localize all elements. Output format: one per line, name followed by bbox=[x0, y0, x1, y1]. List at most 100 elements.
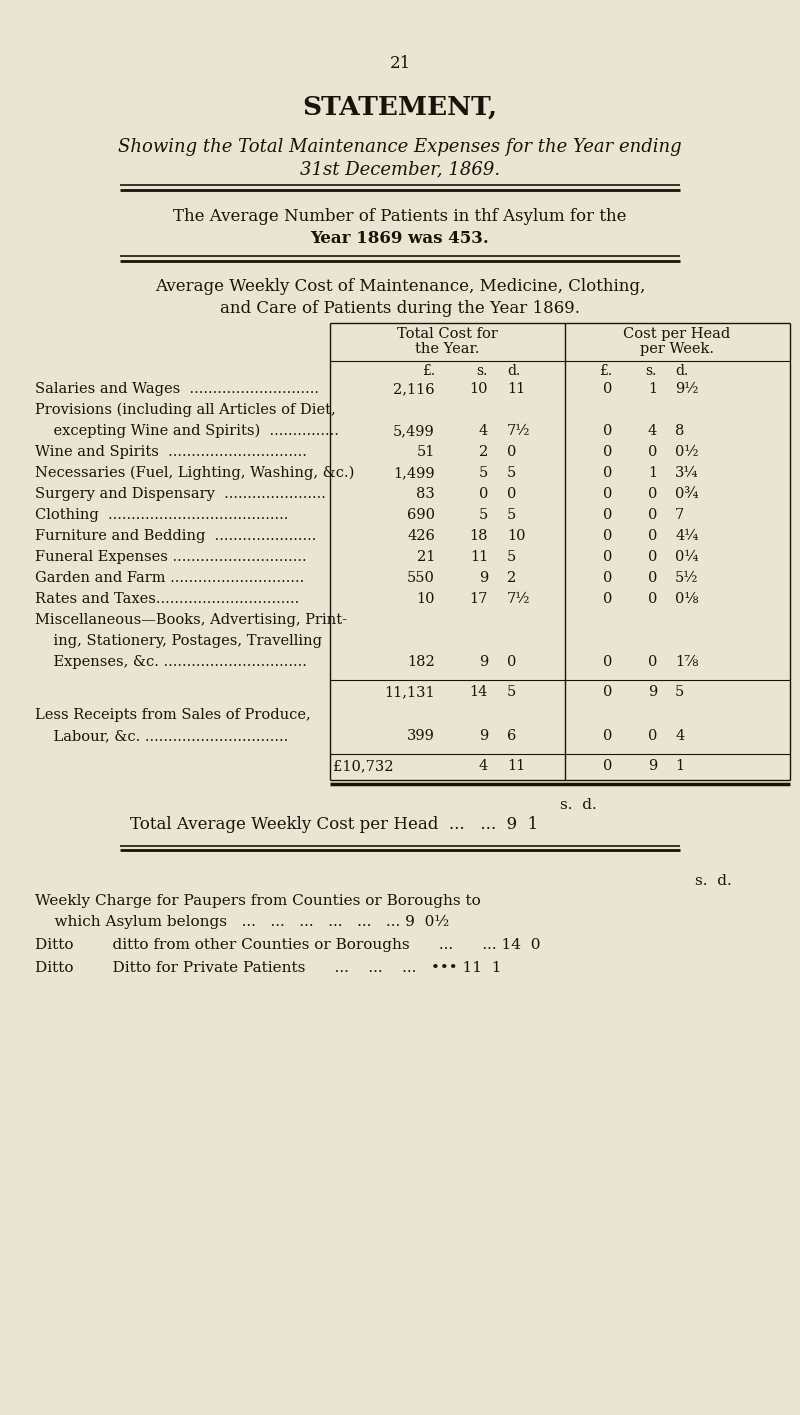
Text: 0: 0 bbox=[602, 424, 612, 439]
Text: 1: 1 bbox=[648, 382, 657, 396]
Text: 0: 0 bbox=[507, 444, 516, 458]
Text: 0: 0 bbox=[648, 655, 657, 669]
Text: 0⅛: 0⅛ bbox=[675, 591, 698, 606]
Text: 4: 4 bbox=[648, 424, 657, 439]
Text: 0: 0 bbox=[602, 572, 612, 584]
Text: Salaries and Wages  ............................: Salaries and Wages .....................… bbox=[35, 382, 319, 396]
Text: 0: 0 bbox=[602, 487, 612, 501]
Text: 0: 0 bbox=[602, 685, 612, 699]
Text: Showing the Total Maintenance Expenses for the Year ending: Showing the Total Maintenance Expenses f… bbox=[118, 139, 682, 156]
Text: s.  d.: s. d. bbox=[695, 874, 732, 889]
Text: 10: 10 bbox=[507, 529, 526, 543]
Text: 5½: 5½ bbox=[675, 572, 698, 584]
Text: 6: 6 bbox=[507, 729, 516, 743]
Text: 1,499: 1,499 bbox=[394, 466, 435, 480]
Text: 11: 11 bbox=[507, 382, 526, 396]
Text: £10,732: £10,732 bbox=[333, 758, 394, 773]
Text: Labour, &c. ...............................: Labour, &c. ............................… bbox=[35, 729, 288, 743]
Text: the Year.: the Year. bbox=[414, 342, 479, 357]
Text: 14: 14 bbox=[470, 685, 488, 699]
Text: 0: 0 bbox=[602, 382, 612, 396]
Text: 9½: 9½ bbox=[675, 382, 698, 396]
Text: 426: 426 bbox=[407, 529, 435, 543]
Text: 11,131: 11,131 bbox=[384, 685, 435, 699]
Text: 4: 4 bbox=[675, 729, 684, 743]
Text: 0: 0 bbox=[507, 655, 516, 669]
Text: d.: d. bbox=[675, 364, 688, 378]
Text: 5: 5 bbox=[675, 685, 684, 699]
Text: and Care of Patients during the Year 1869.: and Care of Patients during the Year 186… bbox=[220, 300, 580, 317]
Text: Furniture and Bedding  ......................: Furniture and Bedding ..................… bbox=[35, 529, 316, 543]
Text: 182: 182 bbox=[407, 655, 435, 669]
Text: 0: 0 bbox=[648, 572, 657, 584]
Text: Total Average Weekly Cost per Head  ...   ...  9  1: Total Average Weekly Cost per Head ... .… bbox=[130, 816, 538, 833]
Text: 51: 51 bbox=[417, 444, 435, 458]
Text: 0: 0 bbox=[602, 550, 612, 565]
Text: 2: 2 bbox=[478, 444, 488, 458]
Text: Total Cost for: Total Cost for bbox=[397, 327, 498, 341]
Text: Clothing  .......................................: Clothing ...............................… bbox=[35, 508, 288, 522]
Text: Weekly Charge for Paupers from Counties or Boroughs to: Weekly Charge for Paupers from Counties … bbox=[35, 894, 481, 908]
Text: Wine and Spirits  ..............................: Wine and Spirits .......................… bbox=[35, 444, 307, 458]
Text: 5: 5 bbox=[478, 508, 488, 522]
Text: s.  d.: s. d. bbox=[560, 798, 597, 812]
Text: Provisions (including all Articles of Diet,: Provisions (including all Articles of Di… bbox=[35, 403, 336, 417]
Text: 2,116: 2,116 bbox=[394, 382, 435, 396]
Text: 21: 21 bbox=[417, 550, 435, 565]
Text: £.: £. bbox=[422, 364, 435, 378]
Text: ing, Stationery, Postages, Travelling: ing, Stationery, Postages, Travelling bbox=[35, 634, 322, 648]
Text: per Week.: per Week. bbox=[640, 342, 714, 357]
Text: Necessaries (Fuel, Lighting, Washing, &c.): Necessaries (Fuel, Lighting, Washing, &c… bbox=[35, 466, 354, 480]
Text: 11: 11 bbox=[507, 758, 526, 773]
Text: 0½: 0½ bbox=[675, 444, 698, 458]
Text: 0: 0 bbox=[602, 529, 612, 543]
Text: £.: £. bbox=[599, 364, 612, 378]
Text: 0: 0 bbox=[602, 758, 612, 773]
Text: 0: 0 bbox=[602, 508, 612, 522]
Text: s.: s. bbox=[646, 364, 657, 378]
Text: 9: 9 bbox=[478, 729, 488, 743]
Text: 5: 5 bbox=[507, 508, 516, 522]
Text: 0: 0 bbox=[648, 444, 657, 458]
Text: 5: 5 bbox=[507, 685, 516, 699]
Text: excepting Wine and Spirits)  ...............: excepting Wine and Spirits) ............… bbox=[35, 424, 339, 439]
Text: 0¼: 0¼ bbox=[675, 550, 698, 565]
Text: Surgery and Dispensary  ......................: Surgery and Dispensary .................… bbox=[35, 487, 326, 501]
Text: 18: 18 bbox=[470, 529, 488, 543]
Text: 83: 83 bbox=[416, 487, 435, 501]
Text: 0: 0 bbox=[602, 444, 612, 458]
Text: 21: 21 bbox=[390, 55, 410, 72]
Text: 17: 17 bbox=[470, 591, 488, 606]
Text: 0: 0 bbox=[602, 466, 612, 480]
Text: 1: 1 bbox=[675, 758, 684, 773]
Text: 0: 0 bbox=[648, 729, 657, 743]
Text: 10: 10 bbox=[470, 382, 488, 396]
Text: 550: 550 bbox=[407, 572, 435, 584]
Text: which Asylum belongs   ...   ...   ...   ...   ...   ... 9  0½: which Asylum belongs ... ... ... ... ...… bbox=[35, 916, 450, 930]
Text: The Average Number of Patients in thf Asylum for the: The Average Number of Patients in thf As… bbox=[174, 208, 626, 225]
Text: 0: 0 bbox=[507, 487, 516, 501]
Text: Ditto        ditto from other Counties or Boroughs      ...      ... 14  0: Ditto ditto from other Counties or Borou… bbox=[35, 938, 541, 952]
Text: 399: 399 bbox=[407, 729, 435, 743]
Text: Miscellaneous—Books, Advertising, Print-: Miscellaneous—Books, Advertising, Print- bbox=[35, 613, 347, 627]
Text: STATEMENT,: STATEMENT, bbox=[302, 95, 498, 120]
Text: 5: 5 bbox=[478, 466, 488, 480]
Text: Expenses, &c. ...............................: Expenses, &c. ..........................… bbox=[35, 655, 307, 669]
Text: 31st December, 1869.: 31st December, 1869. bbox=[300, 160, 500, 178]
Text: 0: 0 bbox=[648, 529, 657, 543]
Text: Ditto        Ditto for Private Patients      ...    ...    ...   ••• 11  1: Ditto Ditto for Private Patients ... ...… bbox=[35, 961, 502, 975]
Text: 11: 11 bbox=[470, 550, 488, 565]
Text: Average Weekly Cost of Maintenance, Medicine, Clothing,: Average Weekly Cost of Maintenance, Medi… bbox=[155, 277, 645, 294]
Text: Cost per Head: Cost per Head bbox=[623, 327, 730, 341]
Text: 4: 4 bbox=[478, 424, 488, 439]
Text: 9: 9 bbox=[478, 572, 488, 584]
Text: 0: 0 bbox=[648, 487, 657, 501]
Text: 7½: 7½ bbox=[507, 424, 530, 439]
Text: 5: 5 bbox=[507, 550, 516, 565]
Text: 1: 1 bbox=[648, 466, 657, 480]
Text: 4¼: 4¼ bbox=[675, 529, 698, 543]
Text: 8: 8 bbox=[675, 424, 684, 439]
Text: 2: 2 bbox=[507, 572, 516, 584]
Text: 7½: 7½ bbox=[507, 591, 530, 606]
Text: 9: 9 bbox=[648, 685, 657, 699]
